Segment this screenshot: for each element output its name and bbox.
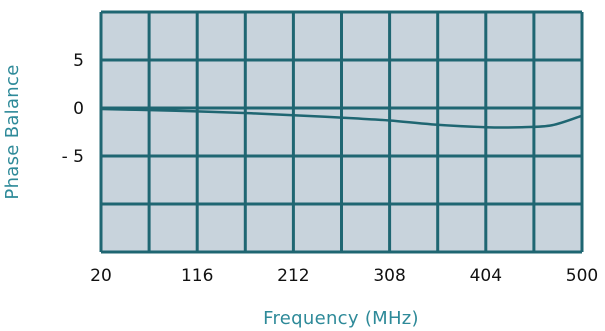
- x-tick-label: 20: [90, 266, 112, 286]
- grid-lines: [99, 10, 584, 254]
- x-tick-labels: 20 116 212 308 404 500: [90, 266, 598, 286]
- y-axis-title: Phase Balance: [2, 64, 23, 199]
- x-tick-label: 500: [566, 266, 598, 286]
- x-tick-label: 308: [373, 266, 405, 286]
- x-axis-title: Frequency (MHz): [263, 308, 419, 329]
- y-tick-label: 5: [73, 51, 84, 71]
- series-group: [100, 107, 583, 129]
- series-line: [100, 107, 583, 129]
- y-tick-labels: 5 0 - 5: [62, 51, 84, 167]
- x-tick-label: 212: [277, 266, 309, 286]
- y-tick-label: - 5: [62, 147, 84, 167]
- x-tick-label: 116: [181, 266, 213, 286]
- y-tick-label: 0: [73, 99, 84, 119]
- x-tick-label: 404: [470, 266, 502, 286]
